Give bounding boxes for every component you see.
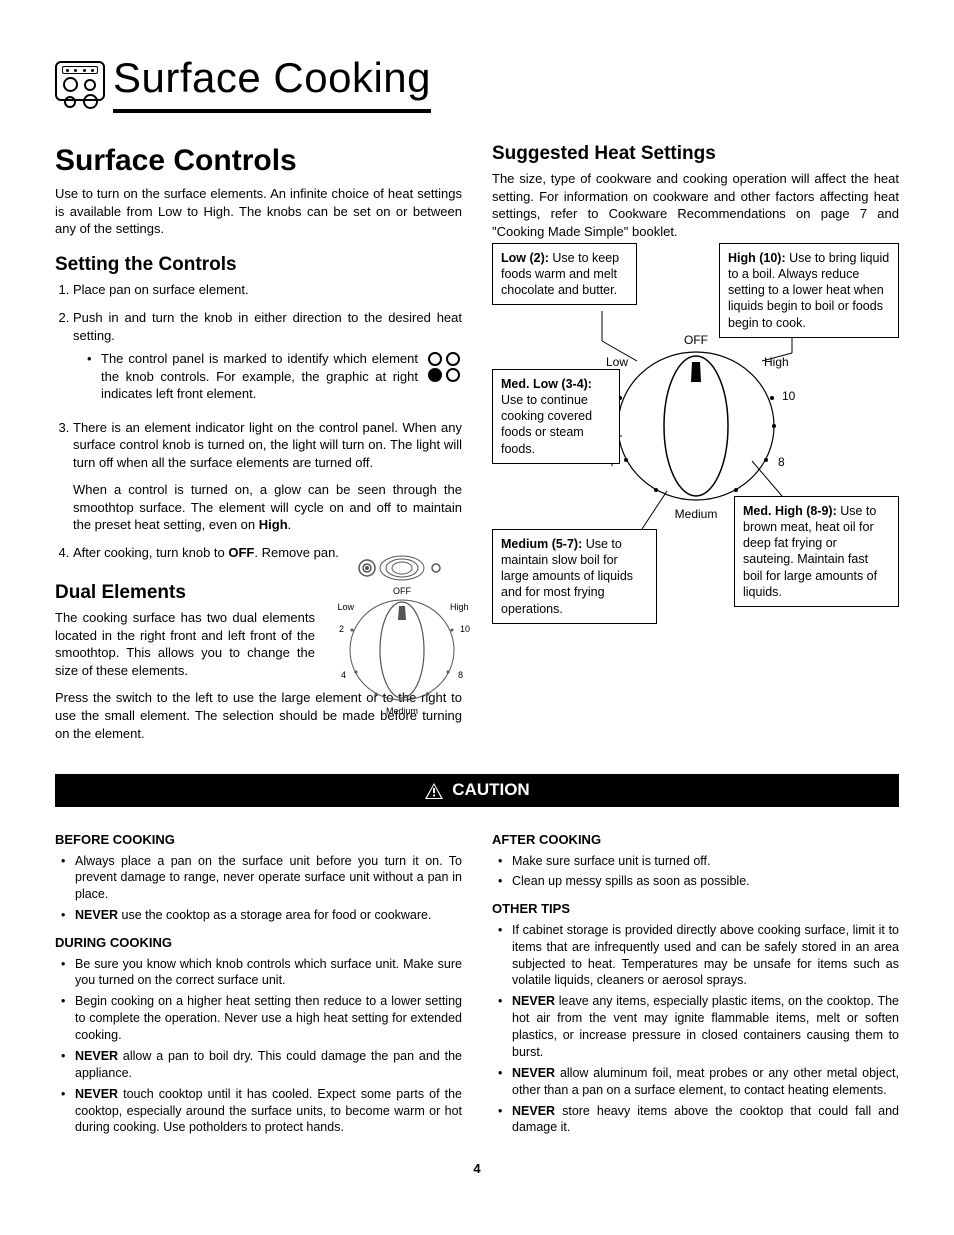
during-item-4: NEVER touch cooktop until it has cooled.… <box>75 1086 462 1137</box>
page-title: Surface Cooking <box>113 50 431 113</box>
dual-elements-p1: The cooking surface has two dual element… <box>55 609 315 679</box>
svg-text:OFF: OFF <box>393 586 411 596</box>
svg-text:4: 4 <box>341 670 346 680</box>
callout-high: High (10): Use to bring liquid to a boil… <box>719 243 899 338</box>
callout-medium: Medium (5-7): Use to maintain slow boil … <box>492 529 657 624</box>
during-item-3: NEVER allow a pan to boil dry. This coul… <box>75 1048 462 1082</box>
other-item-2: NEVER leave any items, especially plasti… <box>512 993 899 1061</box>
other-item-1: If cabinet storage is provided directly … <box>512 922 899 990</box>
svg-text:10: 10 <box>460 624 470 634</box>
step-2-bullet: The control panel is marked to identify … <box>101 350 418 403</box>
suggested-heat-intro: The size, type of cookware and cooking o… <box>492 170 899 240</box>
other-item-4: NEVER store heavy items above the cookto… <box>512 1103 899 1137</box>
step-2: Push in and turn the knob in either dire… <box>73 309 462 409</box>
page-number: 4 <box>55 1160 899 1178</box>
dual-element-knob-diagram: OFF Low High 2 10 4 8 Medium <box>332 550 472 725</box>
svg-text:Medium: Medium <box>386 706 418 716</box>
svg-text:8: 8 <box>778 455 785 469</box>
setting-steps: Place pan on surface element. Push in an… <box>55 281 462 561</box>
caution-left: BEFORE COOKING Always place a pan on the… <box>55 821 462 1140</box>
other-tips-heading: OTHER TIPS <box>492 900 899 918</box>
step-1: Place pan on surface element. <box>73 281 462 299</box>
surface-controls-heading: Surface Controls <box>55 141 462 182</box>
other-item-3: NEVER allow aluminum foil, meat probes o… <box>512 1065 899 1099</box>
page-header: Surface Cooking <box>55 50 899 113</box>
caution-columns: BEFORE COOKING Always place a pan on the… <box>55 821 899 1140</box>
setting-controls-heading: Setting the Controls <box>55 252 462 278</box>
warning-icon <box>424 782 444 800</box>
svg-text:High: High <box>450 602 469 612</box>
svg-text:Low: Low <box>337 602 354 612</box>
after-cooking-heading: AFTER COOKING <box>492 831 899 849</box>
svg-text:2: 2 <box>339 624 344 634</box>
caution-title: CAUTION <box>452 779 529 802</box>
svg-text:8: 8 <box>458 670 463 680</box>
left-column: Surface Controls Use to turn on the surf… <box>55 141 462 752</box>
svg-text:10: 10 <box>782 389 796 403</box>
before-item-2: NEVER use the cooktop as a storage area … <box>75 907 462 924</box>
before-item-1: Always place a pan on the surface unit b… <box>75 853 462 904</box>
suggested-heat-heading: Suggested Heat Settings <box>492 141 899 167</box>
caution-bar: CAUTION <box>55 774 899 807</box>
callout-low: Low (2): Use to keep foods warm and melt… <box>492 243 637 306</box>
caution-right: AFTER COOKING Make sure surface unit is … <box>492 821 899 1140</box>
callout-medhigh: Med. High (8-9): Use to brown meat, heat… <box>734 496 899 608</box>
callout-medlow: Med. Low (3-4): Use to continue cooking … <box>492 369 620 464</box>
svg-text:Low: Low <box>605 355 627 369</box>
stove-icon <box>55 61 105 101</box>
svg-text:Medium: Medium <box>674 507 717 521</box>
heat-settings-diagram: OFF Low High 2 10 4 8 Medium <box>492 261 899 581</box>
step-3: There is an element indicator light on t… <box>73 419 462 534</box>
after-item-1: Make sure surface unit is turned off. <box>512 853 899 870</box>
during-item-2: Begin cooking on a higher heat setting t… <box>75 993 462 1044</box>
before-cooking-heading: BEFORE COOKING <box>55 831 462 849</box>
during-cooking-heading: DURING COOKING <box>55 934 462 952</box>
after-item-2: Clean up messy spills as soon as possibl… <box>512 873 899 890</box>
surface-controls-intro: Use to turn on the surface elements. An … <box>55 185 462 238</box>
element-indicator-icon <box>426 350 462 389</box>
during-item-1: Be sure you know which knob controls whi… <box>75 956 462 990</box>
svg-text:High: High <box>764 355 789 369</box>
svg-text:OFF: OFF <box>684 333 708 347</box>
right-column: Suggested Heat Settings The size, type o… <box>492 141 899 752</box>
main-columns: Surface Controls Use to turn on the surf… <box>55 141 899 752</box>
